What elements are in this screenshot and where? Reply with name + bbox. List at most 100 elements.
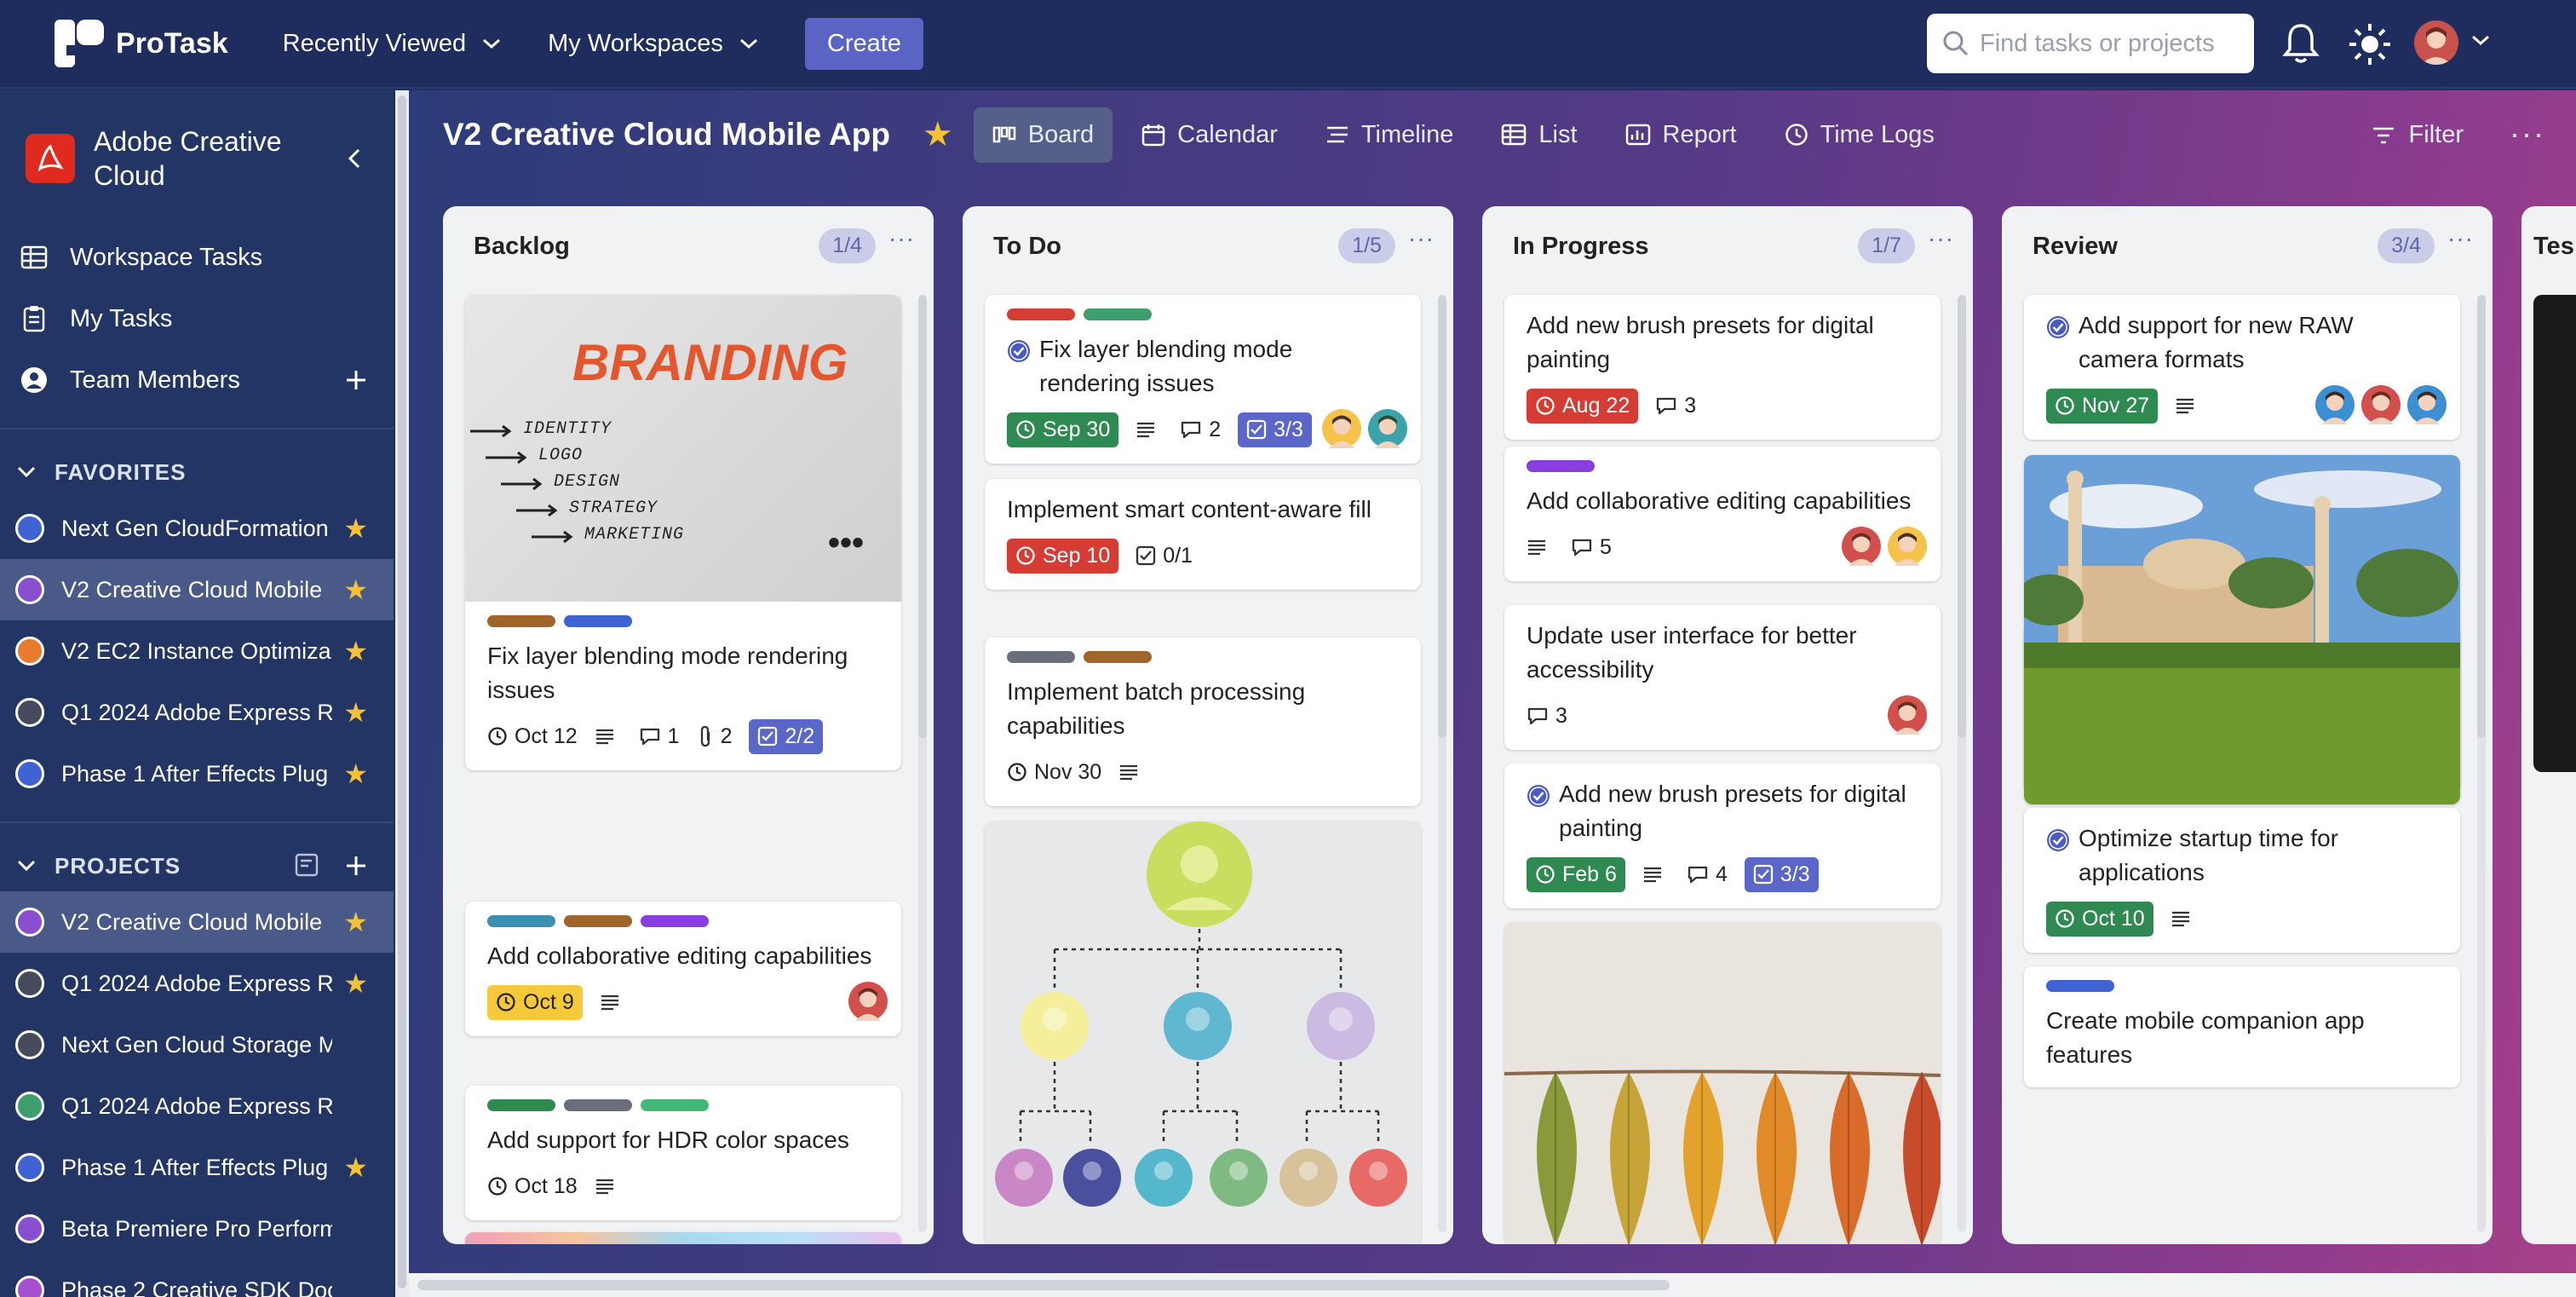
due-date-badge[interactable]: Aug 22 [1527, 388, 1639, 424]
column-more-icon[interactable]: ··· [2447, 225, 2474, 251]
star-icon[interactable]: ★ [343, 1152, 368, 1183]
favorite-item[interactable]: V2 EC2 Instance Optimiza ★ [0, 620, 394, 682]
favorite-item[interactable]: Next Gen CloudFormation ★ [0, 498, 394, 559]
add-member-icon[interactable] [344, 368, 368, 392]
column-header[interactable]: In Progress 1/7 ··· [1482, 206, 1973, 286]
task-card[interactable]: Implement smart content-aware fill Sep 10… [985, 479, 1421, 590]
board-horizontal-scrollbar[interactable] [409, 1273, 2576, 1297]
task-card[interactable]: Add new brush presets for digital painti… [1504, 295, 1941, 440]
project-item[interactable]: Phase 2 Creative SDK Doc [0, 1260, 394, 1297]
due-date-badge[interactable]: Nov 27 [2046, 388, 2159, 424]
column-more-icon[interactable]: ··· [888, 225, 915, 251]
column-scrollbar[interactable] [918, 295, 927, 1232]
recently-viewed-dropdown[interactable]: Recently Viewed [283, 30, 502, 58]
task-card[interactable]: Add collaborative editing capabilities 5 [1504, 447, 1941, 581]
sidebar-item-team-members[interactable]: Team Members [0, 349, 394, 411]
column-scrollbar[interactable] [1958, 295, 1966, 1232]
star-icon[interactable]: ★ [343, 697, 368, 728]
column-scrollbar[interactable] [1438, 295, 1446, 1232]
tab-board[interactable]: Board [973, 107, 1113, 163]
filter-button[interactable]: Filter [2372, 121, 2464, 149]
task-card[interactable]: Optimize startup time for applications Oc… [2024, 808, 2460, 953]
column-header[interactable]: To Do 1/5 ··· [963, 206, 1453, 286]
task-card[interactable]: Update user interface for better accessi… [1504, 605, 1941, 750]
star-icon[interactable]: ★ [343, 758, 368, 789]
add-project-icon[interactable] [344, 854, 368, 878]
column-header[interactable]: Backlog 1/4 ··· [443, 206, 934, 286]
more-options-icon[interactable]: ··· [2510, 116, 2545, 151]
collapse-sidebar-icon[interactable] [346, 147, 363, 170]
favorite-item[interactable]: V2 Creative Cloud Mobile ★ [0, 559, 394, 620]
due-date-badge[interactable]: Feb 6 [1527, 856, 1625, 892]
assignee-avatar[interactable] [2407, 385, 2447, 424]
due-date-badge[interactable]: Oct 12 [487, 719, 578, 754]
search-input[interactable]: Find tasks or projects [1927, 14, 2254, 73]
due-date-badge[interactable]: Sep 10 [1007, 538, 1119, 574]
due-date-badge[interactable]: Oct 9 [487, 984, 583, 1020]
project-item[interactable]: Q1 2024 Adobe Express R [0, 1075, 394, 1137]
task-card[interactable]: Create mobile companion app features [2024, 966, 2460, 1087]
assignee-avatar[interactable] [2315, 385, 2355, 424]
task-card-image-cutoff[interactable] [1504, 922, 1941, 1244]
due-date-badge[interactable]: Oct 18 [487, 1169, 578, 1204]
task-card-image[interactable] [2024, 455, 2460, 804]
favorites-header[interactable]: FAVORITES [0, 447, 394, 498]
assignee-avatar[interactable] [1888, 527, 1927, 566]
task-card-image-cutoff[interactable] [2533, 295, 2576, 772]
due-date-badge[interactable]: Nov 30 [1007, 755, 1101, 790]
column-scrollbar[interactable] [2477, 295, 2486, 1232]
project-item[interactable]: Q1 2024 Adobe Express R ★ [0, 953, 394, 1014]
assignee-avatar[interactable] [1322, 409, 1361, 448]
tab-time-logs[interactable]: Time Logs [1766, 107, 1953, 163]
star-icon[interactable]: ★ [343, 968, 368, 999]
project-item[interactable]: Phase 1 After Effects Plug ★ [0, 1137, 394, 1198]
due-date-badge[interactable]: Sep 30 [1007, 412, 1119, 447]
create-button[interactable]: Create [804, 17, 923, 70]
favorite-item[interactable]: Phase 1 After Effects Plug ★ [0, 743, 394, 804]
task-card[interactable]: Add support for new RAW camera formats No… [2024, 295, 2460, 440]
task-card[interactable]: Add collaborative editing capabilities Oc… [465, 902, 901, 1036]
star-icon[interactable]: ★ [343, 907, 368, 937]
favorite-item[interactable]: Q1 2024 Adobe Express R ★ [0, 682, 394, 743]
star-icon[interactable]: ★ [343, 574, 368, 605]
tab-list[interactable]: List [1482, 107, 1596, 163]
tab-timeline[interactable]: Timeline [1307, 107, 1473, 163]
column-more-icon[interactable]: ··· [1928, 225, 1954, 251]
assignee-avatar[interactable] [1842, 527, 1881, 566]
task-card-image-cutoff[interactable] [985, 821, 1421, 1244]
theme-sun-icon[interactable] [2348, 22, 2392, 66]
tab-calendar[interactable]: Calendar [1123, 107, 1297, 163]
task-card-image-cutoff[interactable] [465, 1232, 901, 1244]
task-card[interactable]: Add new brush presets for digital painti… [1504, 764, 1941, 908]
project-item[interactable]: V2 Creative Cloud Mobile ★ [0, 891, 394, 953]
assignee-avatar[interactable] [2361, 385, 2401, 424]
projects-header[interactable]: PROJECTS [0, 840, 394, 891]
star-icon[interactable]: ★ [343, 513, 368, 544]
column-header[interactable]: Review 3/4 ··· [2002, 206, 2493, 286]
task-card[interactable]: Fix layer blending mode rendering issues… [985, 295, 1421, 464]
project-item[interactable]: Beta Premiere Pro Perform [0, 1198, 394, 1260]
chevron-down-icon[interactable] [2470, 34, 2491, 46]
task-card[interactable]: Implement batch processing capabilities N… [985, 637, 1421, 806]
column-header[interactable]: Tes [2521, 206, 2576, 286]
task-card[interactable]: Add support for HDR color spaces Oct 18 [465, 1086, 901, 1220]
sidebar-item-my-tasks[interactable]: My Tasks [0, 288, 394, 349]
completed-check-icon[interactable] [1527, 784, 1550, 808]
project-item[interactable]: Next Gen Cloud Storage M [0, 1014, 394, 1075]
star-icon[interactable]: ★ [343, 636, 368, 666]
task-card[interactable]: BRANDING ••• IDENTITY LOGO DESIGN STRATEGY M… [465, 295, 901, 770]
assignee-avatar[interactable] [1368, 409, 1407, 448]
workspace-header[interactable]: Adobe Creative Cloud [0, 90, 394, 227]
completed-check-icon[interactable] [2046, 828, 2070, 852]
completed-check-icon[interactable] [2046, 315, 2070, 339]
completed-check-icon[interactable] [1007, 339, 1031, 363]
my-workspaces-dropdown[interactable]: My Workspaces [548, 30, 759, 58]
favorite-star-icon[interactable]: ★ [922, 116, 953, 153]
tab-report[interactable]: Report [1607, 107, 1756, 163]
assignee-avatar[interactable] [1888, 695, 1927, 735]
due-date-badge[interactable]: Oct 10 [2046, 901, 2153, 937]
sidebar-scrollbar[interactable] [395, 90, 409, 1297]
user-avatar[interactable] [2414, 20, 2458, 65]
project-template-icon[interactable] [295, 853, 322, 879]
bell-icon[interactable] [2281, 22, 2320, 65]
